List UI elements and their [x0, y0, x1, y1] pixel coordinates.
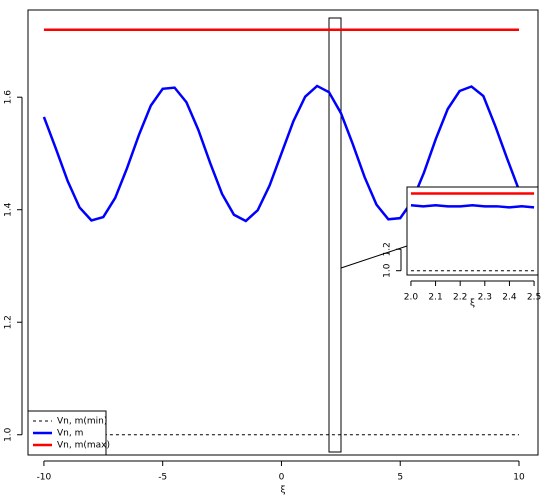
x-tick-label: 2.0	[404, 293, 419, 303]
x-tick-label: 2.3	[478, 293, 492, 303]
legend-label: Vn, m	[57, 429, 83, 439]
x-tick-label: 2.4	[502, 293, 517, 303]
x-tick-label: 5	[397, 473, 403, 483]
x-tick-label: 2.5	[527, 293, 541, 303]
x-tick-label: 2.1	[428, 293, 442, 303]
y-tick-label: 1.6	[4, 90, 14, 105]
y-tick-label: 1.2	[383, 242, 393, 256]
x-axis-label: ξ	[470, 299, 475, 309]
x-tick-label: -5	[158, 473, 167, 483]
zoom-window	[328, 17, 342, 453]
legend-label: Vn, m(min)	[57, 417, 107, 427]
y-tick-label: 1.0	[383, 263, 393, 278]
y-tick-label: 1.0	[4, 427, 14, 442]
data-line	[410, 203, 535, 209]
x-tick-label: 10	[513, 473, 525, 483]
x-tick-label: -10	[37, 473, 52, 483]
plot-frame	[406, 186, 539, 276]
y-tick-label: 1.4	[4, 202, 14, 217]
legend-label: Vn, m(max)	[57, 441, 110, 451]
data-line	[42, 84, 521, 223]
x-axis-label: ξ	[280, 486, 285, 496]
x-tick-label: 2.2	[453, 293, 467, 303]
y-tick-label: 1.2	[4, 315, 14, 329]
inset-background	[407, 187, 538, 275]
x-tick-label: 0	[279, 473, 285, 483]
